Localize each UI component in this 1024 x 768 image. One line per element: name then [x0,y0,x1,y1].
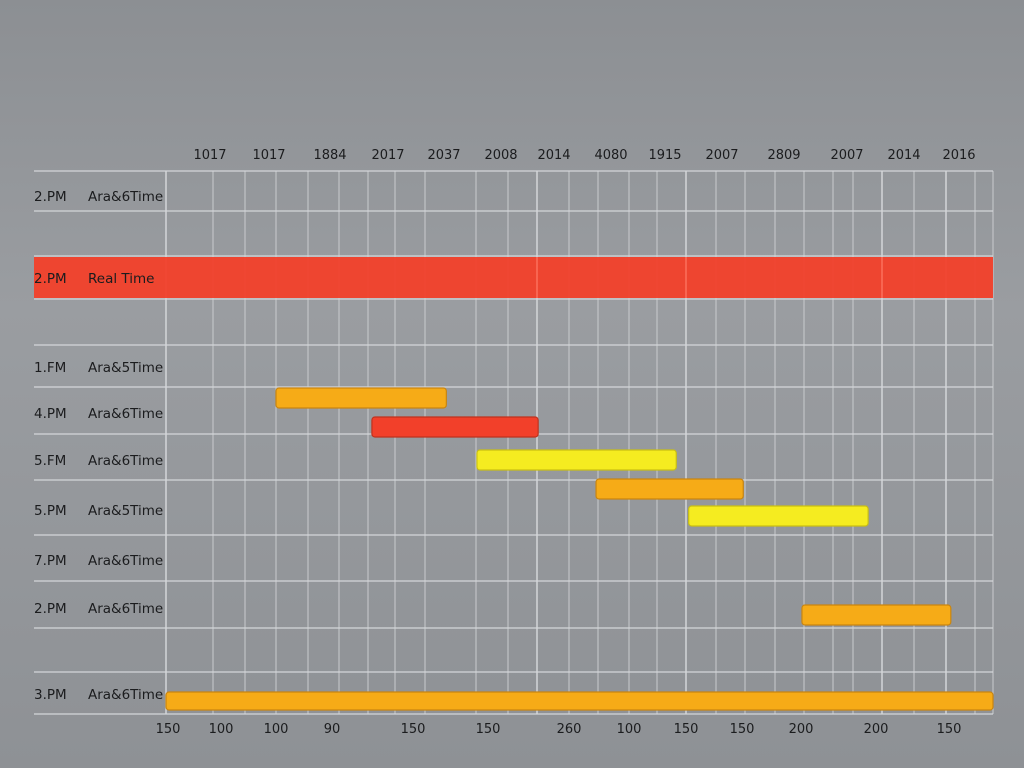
top-axis-label: 2014 [537,148,570,163]
bottom-axis-label: 100 [264,722,289,737]
row-time-label: 2.PM [34,189,67,205]
top-axis-label: 1915 [648,148,681,163]
row-time-label: 2.PM [34,271,67,287]
top-axis-label: 2016 [942,148,975,163]
row-time-label: 4.PM [34,406,67,422]
row-name-label: Ara&6Time [88,406,163,422]
bottom-axis-label: 100 [209,722,234,737]
grid-layer [34,170,994,715]
top-axis-label: 2007 [705,148,738,163]
row-name-label: Ara&5Time [88,503,163,519]
row-name-label: Real Time [88,271,154,287]
top-axis-label: 1884 [313,148,346,163]
gantt-bar [801,604,952,626]
row-name-label: Ara&6Time [88,687,163,703]
bottom-axis-label: 200 [789,722,814,737]
gantt-bar [476,449,677,471]
top-axis-label: 4080 [594,148,627,163]
top-axis-label: 1017 [193,148,226,163]
gantt-bar [688,505,869,527]
top-axis-label: 2007 [830,148,863,163]
bottom-axis: 150 100 100 90 150 150 260 100 150 150 200 200 150 [156,722,962,737]
gantt-bar [595,478,744,500]
row-time-label: 5.FM [34,453,66,469]
gantt-bar [275,387,447,409]
top-axis-label: 2008 [484,148,517,163]
row-time-label: 3.PM [34,687,67,703]
bars-layer [165,387,994,711]
top-axis-label: 2037 [427,148,460,163]
bottom-axis-label: 150 [401,722,426,737]
row-name-label: Ara&6Time [88,189,163,205]
bottom-axis-label: 150 [156,722,181,737]
bottom-axis-label: 150 [937,722,962,737]
gantt-bar [371,416,539,438]
bottom-axis-label: 150 [674,722,699,737]
bottom-axis-label: 260 [557,722,582,737]
top-axis-label: 2017 [371,148,404,163]
realtime-band-layer [34,257,993,298]
bottom-axis-label: 90 [324,722,341,737]
row-name-label: Ara&6Time [88,553,163,569]
bottom-axis-label: 150 [476,722,501,737]
top-axis-label: 2014 [887,148,920,163]
bottom-axis-label: 150 [730,722,755,737]
row-name-label: Ara&5Time [88,360,163,376]
row-name-label: Ara&6Time [88,601,163,617]
row-labels: 2.PM Ara&6Time 2.PM Real Time 1.FM Ara&5Time 4… [34,189,163,703]
row-time-label: 1.FM [34,360,66,376]
gantt-bar [165,691,994,711]
bottom-axis-label: 200 [864,722,889,737]
row-time-label: 7.PM [34,553,67,569]
row-time-label: 2.PM [34,601,67,617]
bottom-axis-label: 100 [617,722,642,737]
top-axis: 1017 1017 1884 2017 2037 2008 2014 4080 1915 2007… [193,148,975,163]
top-axis-label: 1017 [252,148,285,163]
realtime-band [34,257,993,298]
row-time-label: 5.PM [34,503,67,519]
row-name-label: Ara&6Time [88,453,163,469]
top-axis-label: 2809 [767,148,800,163]
